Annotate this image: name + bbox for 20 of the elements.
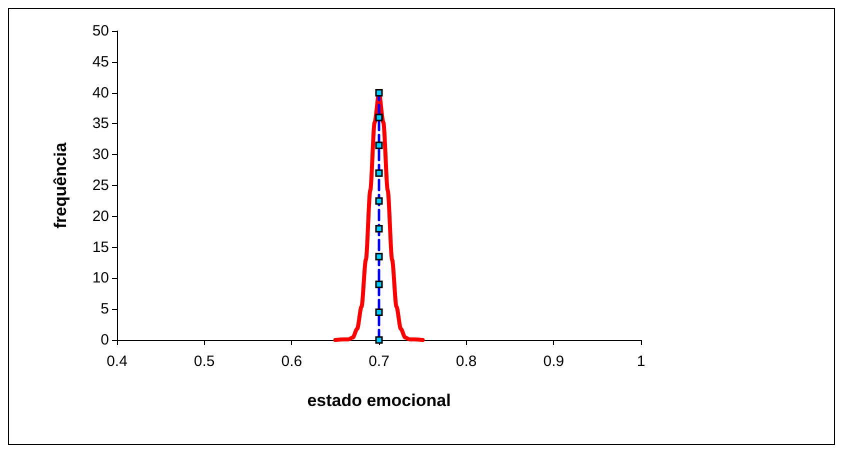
y-tick-label: 50 (92, 22, 109, 40)
y-tick-label: 10 (92, 270, 109, 287)
y-axis-title: frequência (51, 142, 70, 228)
y-tick-label: 15 (92, 238, 109, 256)
x-tick-label: 0.9 (543, 353, 564, 370)
x-tick-label: 0.6 (281, 353, 302, 370)
y-tick-label: 40 (92, 84, 109, 102)
x-tick-label: 0.5 (194, 353, 215, 370)
x-tick-label: 0.8 (456, 353, 477, 370)
y-tick-label: 0 (100, 332, 109, 348)
x-tick-label: 1 (636, 353, 646, 370)
x-axis-title: estado emocional (307, 391, 451, 410)
y-tick-label: 5 (100, 300, 109, 318)
y-tick-label: 30 (92, 146, 109, 164)
y-tick-label: 35 (92, 115, 109, 132)
x-tick-label: 0.4 (106, 353, 128, 370)
y-tick-label: 20 (92, 208, 109, 225)
y-tick-label: 45 (92, 53, 109, 70)
x-tick-label: 0.7 (368, 353, 390, 370)
y-tick-label: 25 (92, 177, 109, 194)
